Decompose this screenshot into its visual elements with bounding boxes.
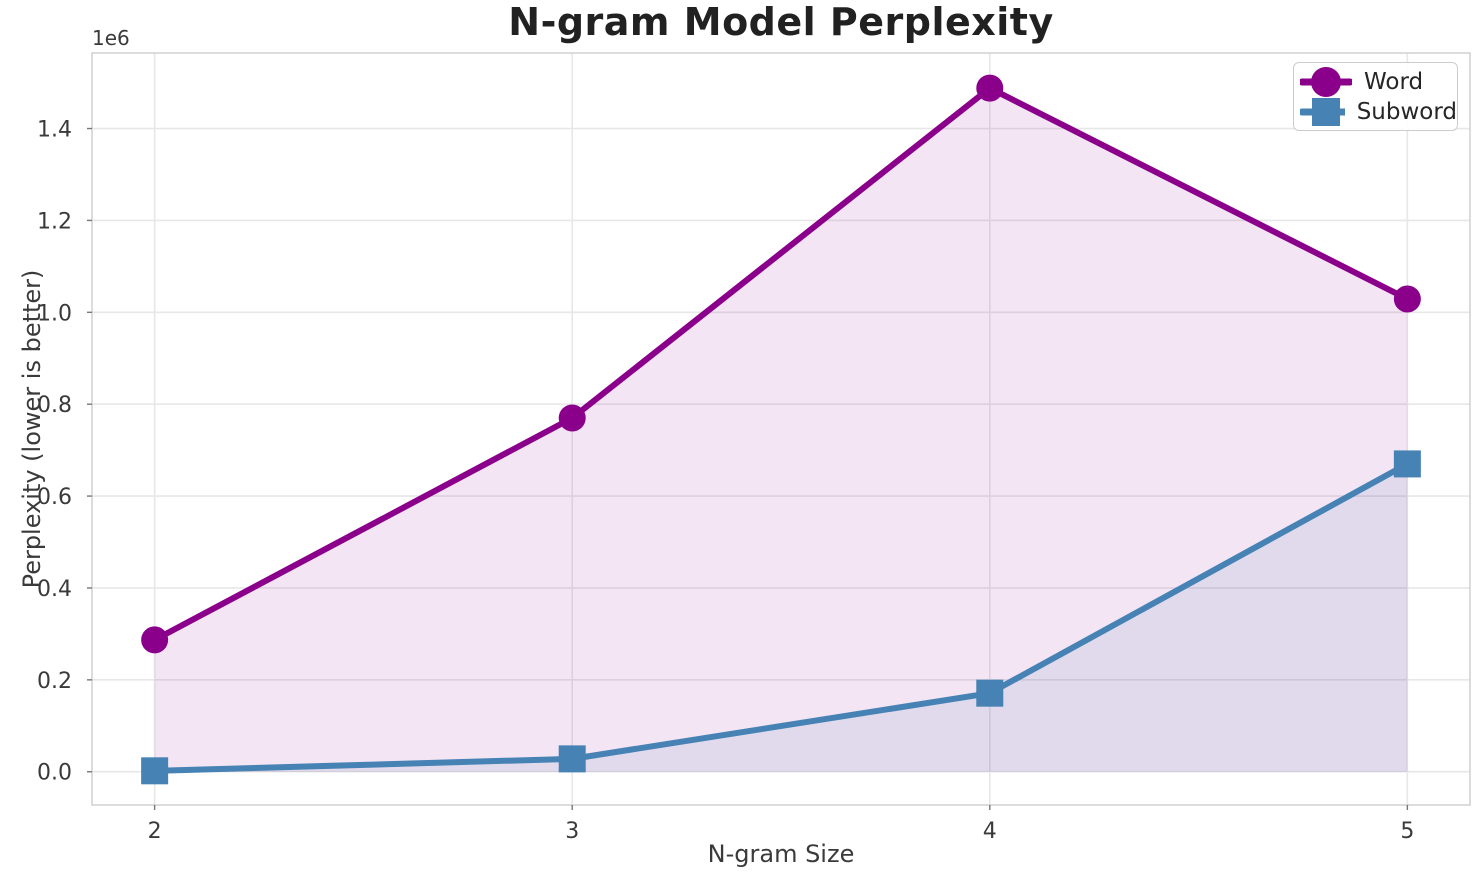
- legend-label-word: Word: [1364, 68, 1424, 95]
- x-tick-label: 3: [565, 819, 579, 844]
- chart-title: N-gram Model Perplexity: [508, 0, 1054, 44]
- legend-item-word: Word: [1300, 67, 1457, 97]
- y-axis-label: Perplexity (lower is better): [18, 269, 46, 589]
- y-tick-label: 0.6: [37, 485, 72, 510]
- y-tick-label: 0.8: [37, 393, 72, 418]
- legend: Word Subword: [1293, 62, 1458, 131]
- marker-subword: [976, 679, 1004, 707]
- y-tick-label: 1.0: [37, 301, 72, 326]
- marker-word: [141, 626, 169, 654]
- line-subword: [151, 460, 1411, 774]
- legend-label-subword: Subword: [1356, 98, 1457, 125]
- area-fill-word: [154, 88, 1408, 772]
- legend-subword-line-square-icon: [1300, 98, 1345, 126]
- marker-word: [976, 74, 1004, 102]
- marker-word: [558, 404, 586, 432]
- x-tick-label: 2: [148, 819, 162, 844]
- marker-subword: [141, 757, 169, 785]
- y-tick-label: 0.0: [37, 761, 72, 786]
- x-tick-label: 5: [1400, 819, 1414, 844]
- y-tick-label: 1.4: [37, 118, 72, 143]
- legend-word-line-circle-icon: [1300, 67, 1352, 97]
- marker-word: [1393, 285, 1421, 313]
- y-axis-offset-text: 1e6: [92, 26, 130, 50]
- marker-subword: [1393, 450, 1421, 478]
- legend-item-subword: Subword: [1300, 97, 1457, 127]
- marker-subword: [558, 745, 586, 773]
- line-word: [151, 85, 1411, 643]
- area-fill-subword: [154, 463, 1408, 772]
- plot-border: [91, 52, 1471, 806]
- y-tick-label: 0.4: [37, 577, 72, 602]
- x-axis-label: N-gram Size: [707, 840, 855, 868]
- x-tick-label: 4: [983, 819, 997, 844]
- y-tick-label: 0.2: [37, 669, 72, 694]
- y-tick-label: 1.2: [37, 209, 72, 234]
